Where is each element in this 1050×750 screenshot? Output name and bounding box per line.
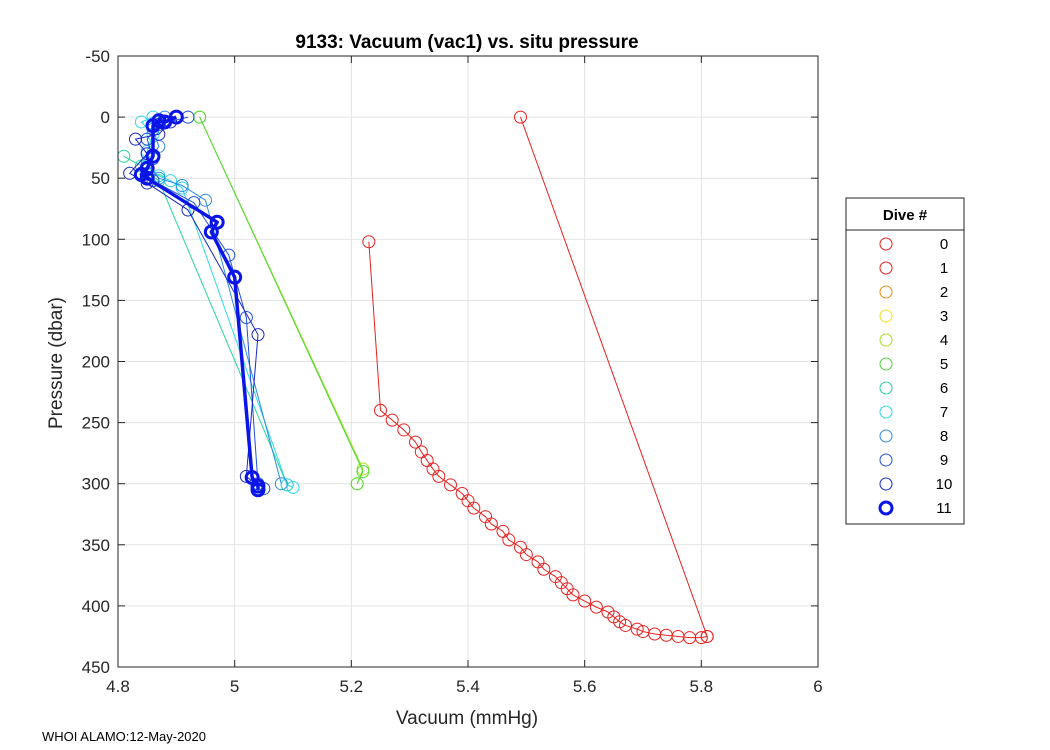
legend-marker-dive-10 xyxy=(879,477,893,491)
data-point-dive-9 xyxy=(239,311,253,325)
data-point-dive-1 xyxy=(700,629,714,643)
data-point-dive-11 xyxy=(250,482,266,498)
legend-label-dive-9: 9 xyxy=(940,452,948,469)
x-tick-label: 5.2 xyxy=(340,677,364,696)
series-dive-11 xyxy=(133,109,266,498)
data-point-dive-7 xyxy=(286,480,300,494)
legend-label-dive-8: 8 xyxy=(940,428,948,445)
legend-label-dive-5: 5 xyxy=(940,356,948,373)
x-tick-label: 5.4 xyxy=(456,677,480,696)
x-axis-label: Vacuum (mmHg) xyxy=(396,708,538,729)
data-point-dive-1 xyxy=(589,600,603,614)
legend-label-dive-10: 10 xyxy=(936,476,953,493)
data-point-dive-1 xyxy=(619,618,632,632)
data-point-dive-11 xyxy=(145,118,161,134)
y-tick-label: 50 xyxy=(91,169,110,188)
legend-marker-dive-11 xyxy=(878,500,894,516)
x-tick-label: 6 xyxy=(813,677,822,696)
data-point-dive-1 xyxy=(374,403,387,417)
legend-marker-dive-8 xyxy=(879,429,893,443)
data-point-dive-1 xyxy=(519,548,533,562)
legend-label-dive-7: 7 xyxy=(940,404,948,421)
legend-marker-dive-3 xyxy=(879,309,893,323)
legend-box xyxy=(845,197,965,525)
legend-marker-dive-7 xyxy=(879,405,893,419)
data-point-dive-1 xyxy=(502,533,516,547)
series-line-dive-1 xyxy=(368,241,708,639)
data-point-dive-1 xyxy=(630,622,644,636)
data-point-dive-1 xyxy=(409,435,422,449)
legend-marker-dive-6 xyxy=(879,381,893,395)
y-tick-label: 450 xyxy=(82,658,110,677)
y-axis-label: Pressure (dbar) xyxy=(46,297,67,429)
chart-title: 9133: Vacuum (vac1) vs. situ pressure xyxy=(295,32,638,53)
legend-label-dive-2: 2 xyxy=(940,284,948,301)
legend-marker-dive-2 xyxy=(879,285,893,299)
x-tick-label: 5.8 xyxy=(690,677,714,696)
series-line-dive-5 xyxy=(199,116,364,484)
y-tick-label: 100 xyxy=(82,230,110,249)
plot-frame xyxy=(117,55,819,668)
legend: Dive # 0 1 2 3 4 5 6 7 8 9 10 11 xyxy=(845,197,965,525)
legend-marker-dive-1 xyxy=(879,261,893,275)
data-point-dive-8 xyxy=(175,179,189,193)
legend-label-dive-6: 6 xyxy=(940,380,948,397)
data-point-dive-10 xyxy=(129,132,142,146)
data-point-dive-11 xyxy=(203,224,219,240)
y-tick-label: -50 xyxy=(85,47,110,66)
series-dive-1 xyxy=(362,235,714,645)
data-point-dive-1 xyxy=(362,235,376,249)
x-tick-label: 5.6 xyxy=(573,677,597,696)
data-point-dive-7 xyxy=(280,478,294,492)
x-tick-label: 5 xyxy=(230,677,239,696)
y-tick-label: 400 xyxy=(82,597,110,616)
data-point-dive-1 xyxy=(444,478,457,492)
data-point-dive-8 xyxy=(274,477,288,491)
data-point-dive-1 xyxy=(578,594,592,608)
footer-label: WHOI ALAMO:12-May-2020 xyxy=(42,729,206,744)
y-tick-label: 200 xyxy=(82,353,110,372)
data-point-dive-11 xyxy=(227,269,243,285)
data-point-dive-1 xyxy=(432,469,446,483)
legend-label-dive-11: 11 xyxy=(936,500,952,517)
legend-marker-dive-4 xyxy=(879,333,893,347)
legend-marker-dive-9 xyxy=(879,453,893,467)
legend-marker-dive-5 xyxy=(879,357,893,371)
data-point-dive-1 xyxy=(397,423,411,437)
data-point-dive-1 xyxy=(694,631,708,645)
y-tick-label: 150 xyxy=(82,291,110,310)
data-point-dive-1 xyxy=(467,501,481,515)
data-point-dive-10 xyxy=(251,328,265,342)
y-tick-label: 350 xyxy=(82,536,110,555)
data-point-dive-1 xyxy=(537,562,551,576)
x-tick-label: 4.8 xyxy=(106,677,130,696)
legend-marker-dive-0 xyxy=(879,237,893,251)
data-point-dive-0 xyxy=(514,110,527,124)
legend-label-dive-0: 0 xyxy=(940,236,948,253)
legend-label-dive-3: 3 xyxy=(940,308,948,325)
series-line-dive-0 xyxy=(520,116,708,637)
data-point-dive-1 xyxy=(484,517,498,531)
y-tick-label: 250 xyxy=(82,414,110,433)
legend-label-dive-1: 1 xyxy=(940,260,948,277)
legend-title: Dive # xyxy=(883,207,928,224)
data-point-dive-5 xyxy=(350,477,364,491)
y-tick-label: 0 xyxy=(101,108,110,127)
data-point-dive-1 xyxy=(566,588,580,602)
data-point-dive-11 xyxy=(139,170,155,186)
data-point-dive-1 xyxy=(385,413,399,427)
y-tick-label: 300 xyxy=(82,475,110,494)
legend-label-dive-4: 4 xyxy=(940,332,948,349)
data-point-dive-5 xyxy=(356,464,370,478)
data-point-dive-11 xyxy=(145,148,161,164)
